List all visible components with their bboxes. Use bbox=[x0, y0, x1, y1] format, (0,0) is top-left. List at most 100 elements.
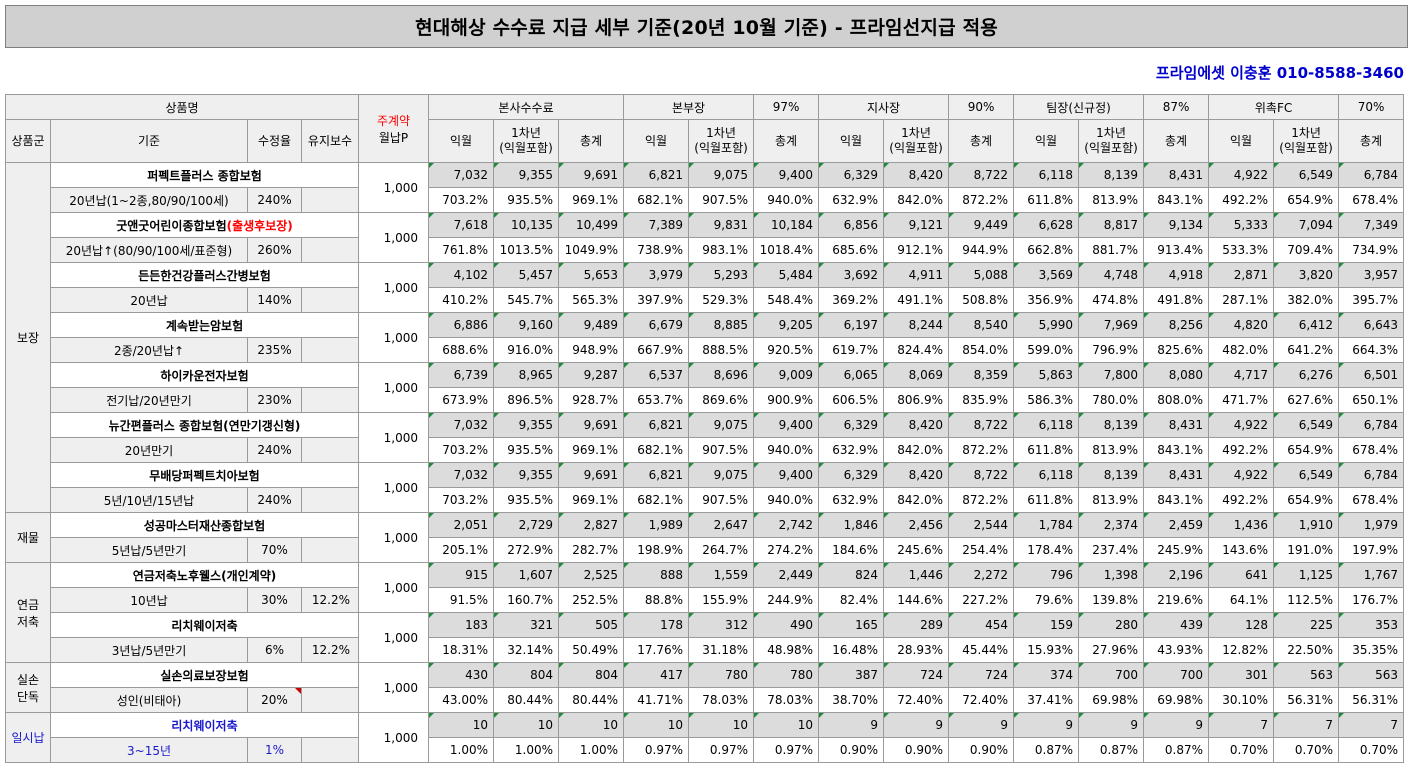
commission-rate: 688.6% bbox=[428, 337, 494, 363]
adjust-rate-cell: 70% bbox=[247, 537, 302, 563]
category-label: 보장 bbox=[16, 331, 40, 345]
first-year-label: 1차년 bbox=[901, 126, 931, 140]
commission-amount: 9,205 bbox=[753, 312, 820, 338]
commission-rate: 682.1% bbox=[623, 187, 690, 213]
commission-rate: 703.2% bbox=[428, 437, 494, 463]
commission-amount: 6,197 bbox=[818, 312, 885, 338]
commission-rate: 69.98% bbox=[1078, 687, 1145, 713]
product-name: 연금저축노후웰스(개인계약) bbox=[50, 562, 359, 588]
commission-amount: 8,885 bbox=[688, 312, 755, 338]
table-row: 하이카운전자보험 1,000 6,739 8,965 9,287 6,537 8,696 9,… bbox=[6, 362, 1412, 413]
commission-rate: 896.5% bbox=[493, 387, 559, 413]
maintenance-cell: 12.2% bbox=[301, 637, 359, 663]
commission-rate: 842.0% bbox=[883, 437, 950, 463]
table-row: 보장 퍼펙트플러스 종합보험 1,000 7,032 9,355 9,691 6,821 9,… bbox=[5, 162, 1412, 513]
commission-amount: 563 bbox=[1338, 662, 1405, 688]
commission-amount: 353 bbox=[1338, 612, 1405, 638]
commission-amount: 2,456 bbox=[883, 512, 950, 538]
commission-amount: 4,717 bbox=[1208, 362, 1275, 388]
commission-rate: 611.8% bbox=[1013, 437, 1080, 463]
first-year-note: (익월포함) bbox=[694, 141, 748, 155]
commission-amount: 8,256 bbox=[1143, 312, 1210, 338]
product-name-text: 하이카운전자보험 bbox=[160, 368, 249, 383]
commission-rate: 664.3% bbox=[1338, 337, 1405, 363]
commission-amount: 1,846 bbox=[818, 512, 885, 538]
commission-amount: 9,691 bbox=[557, 462, 625, 488]
commission-rate: 45.44% bbox=[948, 637, 1015, 663]
commission-amount: 4,922 bbox=[1208, 162, 1275, 188]
commission-rate: 654.9% bbox=[1273, 487, 1340, 513]
col-maint-header: 유지보수 bbox=[301, 119, 359, 163]
commission-amount: 8,069 bbox=[883, 362, 950, 388]
table-row: 성인(비태아) 20% 43.00% 80.44% 80.44% 41.71% 78.03%… bbox=[6, 687, 1412, 713]
group-header: 위촉FC bbox=[1208, 94, 1340, 120]
commission-rate: 508.8% bbox=[948, 287, 1015, 313]
commission-amount: 9,489 bbox=[557, 312, 625, 338]
commission-amount: 9,355 bbox=[493, 412, 559, 438]
commission-rate: 808.0% bbox=[1143, 387, 1210, 413]
commission-amount: 8,722 bbox=[948, 412, 1015, 438]
commission-rate: 176.7% bbox=[1338, 587, 1405, 613]
commission-amount: 1,398 bbox=[1078, 562, 1145, 588]
sub-col-total: 총계 bbox=[557, 119, 625, 163]
commission-amount: 700 bbox=[1078, 662, 1145, 688]
commission-rate: 143.6% bbox=[1208, 537, 1275, 563]
commission-amount: 6,856 bbox=[818, 212, 885, 238]
commission-amount: 8,696 bbox=[688, 362, 755, 388]
commission-amount: 6,821 bbox=[623, 412, 690, 438]
commission-rate: 662.8% bbox=[1013, 237, 1080, 263]
commission-amount: 3,979 bbox=[623, 262, 690, 288]
commission-rate: 31.18% bbox=[688, 637, 755, 663]
commission-amount: 8,817 bbox=[1078, 212, 1145, 238]
commission-amount: 430 bbox=[428, 662, 494, 688]
first-year-note: (익월포함) bbox=[889, 141, 943, 155]
commission-rate: 900.9% bbox=[753, 387, 820, 413]
commission-amount: 5,088 bbox=[948, 262, 1015, 288]
adjust-rate-cell: 1% bbox=[247, 737, 302, 763]
commission-amount: 8,431 bbox=[1143, 162, 1210, 188]
commission-amount: 2,272 bbox=[948, 562, 1015, 588]
commission-amount: 9,009 bbox=[753, 362, 820, 388]
commission-rate: 835.9% bbox=[948, 387, 1015, 413]
commission-amount: 9,831 bbox=[688, 212, 755, 238]
commission-amount: 6,784 bbox=[1338, 162, 1405, 188]
table-row: 3년납/5년만기 6% 12.2% 18.31% 32.14% 50.49% 17.76% 3… bbox=[6, 637, 1412, 663]
commission-amount: 7 bbox=[1338, 712, 1405, 738]
commission-amount: 2,051 bbox=[428, 512, 494, 538]
commission-rate: 482.0% bbox=[1208, 337, 1275, 363]
commission-amount: 5,293 bbox=[688, 262, 755, 288]
commission-amount: 3,820 bbox=[1273, 262, 1340, 288]
group-rate: 97% bbox=[753, 94, 820, 120]
commission-amount: 2,525 bbox=[557, 562, 625, 588]
maintenance-cell bbox=[301, 737, 359, 763]
basis-cell: 전기납/20년만기 bbox=[50, 387, 248, 413]
commission-rate: 41.71% bbox=[623, 687, 690, 713]
basis-cell: 성인(비태아) bbox=[50, 687, 248, 713]
group-header: 지사장 bbox=[818, 94, 950, 120]
table-row: 무배당퍼펙트치아보험 1,000 7,032 9,355 9,691 6,821 9,075… bbox=[6, 462, 1412, 513]
commission-rate: 682.1% bbox=[623, 437, 690, 463]
commission-amount: 824 bbox=[818, 562, 885, 588]
monthly-premium-value: 1,000 bbox=[358, 562, 429, 613]
commission-amount: 10,184 bbox=[753, 212, 820, 238]
commission-rate: 935.5% bbox=[493, 437, 559, 463]
basis-cell: 5년/10년/15년납 bbox=[50, 487, 248, 513]
commission-amount: 7,032 bbox=[428, 412, 494, 438]
commission-rate: 632.9% bbox=[818, 437, 885, 463]
commission-rate: 842.0% bbox=[883, 187, 950, 213]
commission-amount: 9 bbox=[948, 712, 1015, 738]
commission-amount: 8,080 bbox=[1143, 362, 1210, 388]
commission-rate: 935.5% bbox=[493, 187, 559, 213]
commission-rate: 491.1% bbox=[883, 287, 950, 313]
commission-amount: 563 bbox=[1273, 662, 1340, 688]
commission-rate: 72.40% bbox=[948, 687, 1015, 713]
commission-amount: 10 bbox=[557, 712, 625, 738]
commission-rate: 274.2% bbox=[753, 537, 820, 563]
sub-col-total: 총계 bbox=[753, 119, 820, 163]
table-row: 20년만기 240% 703.2% 935.5% 969.1% 682.1% 907.5% 9… bbox=[6, 437, 1412, 463]
commission-rate: 15.93% bbox=[1013, 637, 1080, 663]
basis-cell: 20년납↑(80/90/100세/표준형) bbox=[50, 237, 248, 263]
commission-rate: 854.0% bbox=[948, 337, 1015, 363]
commission-amount: 9,691 bbox=[557, 412, 625, 438]
commission-amount: 6,628 bbox=[1013, 212, 1080, 238]
